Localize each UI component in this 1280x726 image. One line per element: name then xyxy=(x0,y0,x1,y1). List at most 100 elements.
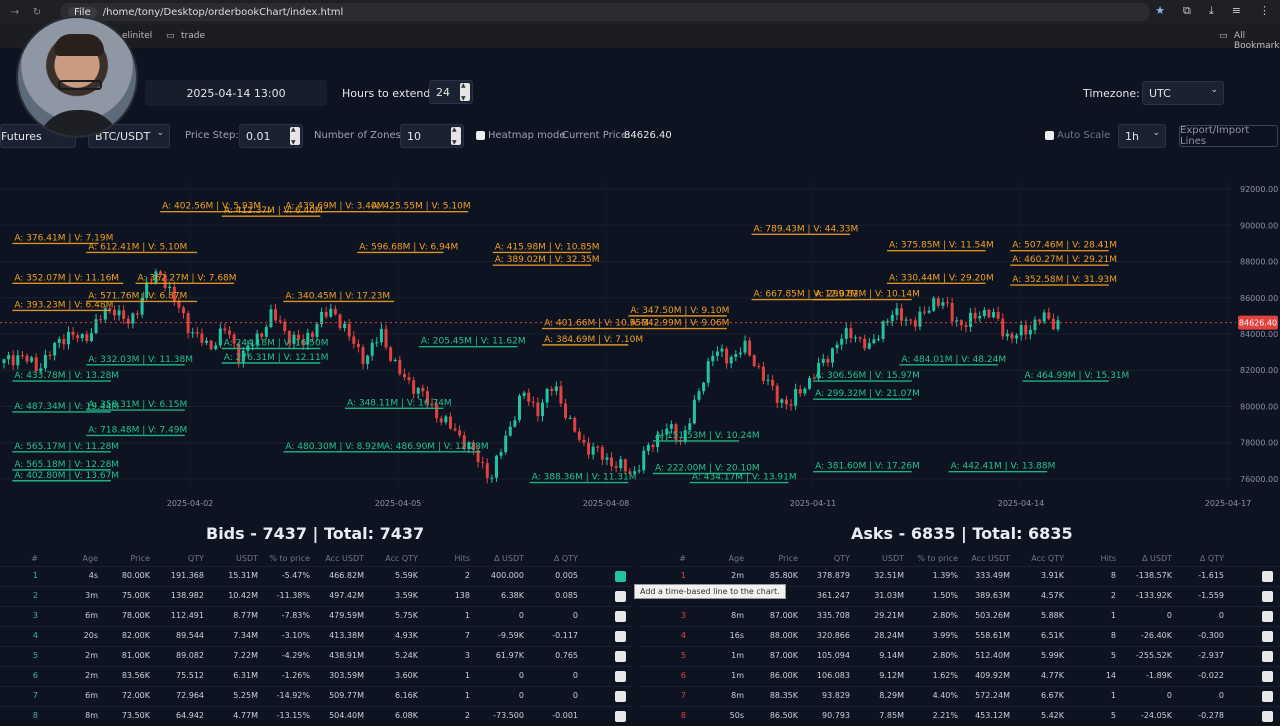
reload-icon[interactable]: ↻ xyxy=(32,6,42,18)
add-line-toggle-icon[interactable] xyxy=(1262,631,1273,642)
column-header[interactable]: Δ USDT xyxy=(494,554,524,563)
add-line-toggle-icon[interactable] xyxy=(1262,671,1273,682)
table-cell: 0 xyxy=(572,691,578,700)
table-cell: 5.25M xyxy=(233,691,258,700)
table-cell: 0 xyxy=(518,671,524,680)
table-cell: 1m xyxy=(731,671,744,680)
price-step-input[interactable]: 0.01 xyxy=(239,124,303,148)
candle-body xyxy=(665,428,669,435)
column-header[interactable]: Hits xyxy=(454,554,470,563)
candle-body xyxy=(812,378,816,380)
column-header[interactable]: USDT xyxy=(882,554,904,563)
add-line-toggle-icon[interactable] xyxy=(615,611,626,622)
chevron-down-icon: ⌄ xyxy=(1210,85,1218,95)
add-line-toggle-icon[interactable] xyxy=(615,631,626,642)
column-header[interactable]: Hits xyxy=(1100,554,1116,563)
zones-input[interactable]: 10 xyxy=(400,124,464,148)
add-line-toggle-icon[interactable] xyxy=(1262,611,1273,622)
candle-body xyxy=(11,355,15,366)
candle-body xyxy=(628,471,632,474)
bid-zone-label: A: 442.41M | V: 13.88M xyxy=(951,462,1056,472)
bookmark-trade[interactable]: trade xyxy=(181,31,205,41)
add-line-toggle-icon[interactable] xyxy=(1262,711,1273,722)
y-tick-label: 76000.00 xyxy=(1240,475,1278,484)
candle-body xyxy=(16,355,20,366)
export-import-button[interactable]: Export/Import Lines xyxy=(1179,125,1278,147)
candle-body xyxy=(154,271,158,284)
table-cell: 0.765 xyxy=(555,651,578,660)
table-cell: 6.67K xyxy=(1040,691,1064,700)
column-header[interactable]: # xyxy=(679,554,686,563)
column-header[interactable]: Acc QTY xyxy=(1031,554,1064,563)
table-row: 1 2m 85.80K 378.879 32.51M 1.39% 333.49M 3.91K 8… xyxy=(640,566,1280,586)
hours-input[interactable]: 24 xyxy=(429,80,473,104)
bookmark-star-icon[interactable]: ★ xyxy=(1155,4,1166,17)
zones-stepper-icon[interactable] xyxy=(451,126,461,146)
ask-zone-label: A: 340.45M | V: 17.23M xyxy=(285,291,390,301)
table-cell: 1 xyxy=(32,571,38,580)
candle-body xyxy=(393,360,397,362)
interval-select[interactable]: 1h ⌄ xyxy=(1118,124,1166,148)
column-header[interactable]: % to price xyxy=(917,554,958,563)
add-line-toggle-icon[interactable] xyxy=(615,711,626,722)
bookmark-elinitel[interactable]: elinitel xyxy=(122,31,153,41)
hours-stepper-icon[interactable] xyxy=(460,82,470,102)
column-header[interactable]: USDT xyxy=(236,554,258,563)
price-step-stepper-icon[interactable] xyxy=(290,126,300,146)
add-line-toggle-icon[interactable] xyxy=(615,591,626,602)
column-header[interactable]: QTY xyxy=(833,554,850,563)
candle-body xyxy=(356,343,360,348)
auto-scale-checkbox[interactable] xyxy=(1045,130,1054,140)
candle-body xyxy=(108,308,112,310)
heatmap-checkbox[interactable] xyxy=(476,130,485,140)
browser-actions: ★ ⧉ ⤓ ≡ ⋮ xyxy=(1155,4,1270,18)
table-cell: 1m xyxy=(731,651,744,660)
timezone-select[interactable]: UTC ⌄ xyxy=(1142,81,1224,105)
column-header[interactable]: Acc QTY xyxy=(385,554,418,563)
more-icon[interactable]: ⋮ xyxy=(1259,4,1270,17)
table-cell: 5.88K xyxy=(1040,611,1064,620)
column-header[interactable]: Δ QTY xyxy=(553,554,578,563)
add-line-toggle-icon[interactable] xyxy=(1262,651,1273,662)
column-header[interactable]: Age xyxy=(728,554,744,563)
all-bookmarks[interactable]: All Bookmarks xyxy=(1234,31,1280,51)
column-header[interactable]: Acc USDT xyxy=(325,554,364,563)
auto-scale-toggle[interactable]: Auto Scale xyxy=(1045,130,1110,141)
column-header[interactable]: Age xyxy=(82,554,98,563)
candle-body xyxy=(1042,312,1046,322)
column-header[interactable]: # xyxy=(31,554,38,563)
table-cell: 9.12M xyxy=(879,671,904,680)
heatmap-toggle[interactable]: Heatmap mode xyxy=(476,130,565,141)
candle-body xyxy=(453,428,457,431)
add-line-toggle-icon[interactable] xyxy=(615,671,626,682)
address-bar[interactable]: File /home/tony/Desktop/orderbookChart/i… xyxy=(60,3,1150,21)
menu-icon[interactable]: ≡ xyxy=(1231,4,1241,17)
add-line-toggle-icon[interactable] xyxy=(615,571,626,582)
column-header[interactable]: Price xyxy=(130,554,150,563)
candle-body xyxy=(955,320,959,322)
table-cell: 0 xyxy=(1166,691,1172,700)
column-header[interactable]: Acc USDT xyxy=(971,554,1010,563)
candle-body xyxy=(30,357,34,362)
column-header[interactable]: Price xyxy=(778,554,798,563)
add-line-toggle-icon[interactable] xyxy=(615,691,626,702)
add-line-toggle-icon[interactable] xyxy=(1262,571,1273,582)
table-row: 6 2m 83.56K 75.512 6.31M -1.26% 303.59M 3.60K 1 0… xyxy=(0,666,632,686)
column-header[interactable]: Δ QTY xyxy=(1199,554,1224,563)
table-cell: 503.26M xyxy=(975,611,1010,620)
add-line-toggle-icon[interactable] xyxy=(615,651,626,662)
asks-header-row: # Age Price QTY USDT % to price Acc USDT Acc QT… xyxy=(640,550,1280,570)
column-header[interactable]: Δ USDT xyxy=(1142,554,1172,563)
add-line-toggle-icon[interactable] xyxy=(1262,591,1273,602)
download-icon[interactable]: ⤓ xyxy=(1208,4,1214,17)
table-cell: 7 xyxy=(680,691,686,700)
candle-body xyxy=(646,444,650,451)
orderbook-chart[interactable]: 92000.00 90000.00 88000.00 86000.00 84000.00… xyxy=(0,178,1280,513)
table-cell: 2m xyxy=(85,651,98,660)
extensions-icon[interactable]: ⧉ xyxy=(1183,4,1191,17)
date-input[interactable]: 2025-04-14 13:00 xyxy=(145,80,327,106)
column-header[interactable]: % to price xyxy=(269,554,310,563)
add-line-toggle-icon[interactable] xyxy=(1262,691,1273,702)
forward-icon[interactable]: → xyxy=(10,6,20,18)
column-header[interactable]: QTY xyxy=(187,554,204,563)
